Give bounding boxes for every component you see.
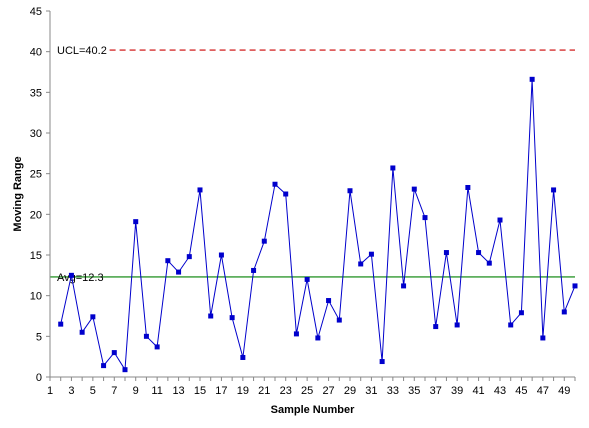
x-tick-label: 35 xyxy=(408,385,420,397)
data-point xyxy=(176,269,182,275)
x-tick-label: 3 xyxy=(68,385,74,397)
data-point xyxy=(518,310,524,316)
data-point xyxy=(476,250,482,256)
data-point xyxy=(529,76,535,82)
y-tick-label: 10 xyxy=(30,291,42,303)
data-point xyxy=(304,276,310,282)
data-point xyxy=(497,217,503,223)
y-tick-label: 35 xyxy=(30,87,42,99)
x-axis-title: Sample Number xyxy=(271,404,355,416)
x-tick-label: 1 xyxy=(47,385,53,397)
x-tick-label: 33 xyxy=(387,385,399,397)
data-point xyxy=(358,261,364,267)
data-point xyxy=(261,238,267,244)
x-tick-label: 31 xyxy=(365,385,377,397)
reference-lines: UCL=40.2 Avg=12.3 xyxy=(50,45,575,284)
axes xyxy=(49,11,575,378)
x-tick-label: 7 xyxy=(111,385,117,397)
data-point xyxy=(111,350,117,356)
y-tick-label: 30 xyxy=(30,128,42,140)
data-point xyxy=(411,186,417,192)
x-tick-label: 17 xyxy=(215,385,227,397)
data-point xyxy=(165,258,171,264)
data-point xyxy=(186,254,192,260)
data-point xyxy=(197,187,203,193)
x-tick-label: 39 xyxy=(451,385,463,397)
data-point xyxy=(90,314,96,320)
y-tick-label: 20 xyxy=(30,209,42,221)
data-point xyxy=(336,317,342,323)
data-point xyxy=(390,165,396,171)
x-tick-label: 15 xyxy=(194,385,206,397)
data-point xyxy=(572,283,578,289)
data-point xyxy=(540,335,546,341)
data-point xyxy=(347,188,353,194)
x-tick-label: 11 xyxy=(151,385,162,397)
data-point xyxy=(68,272,74,278)
y-axis-title: Moving Range xyxy=(12,156,24,231)
data-point xyxy=(379,359,385,365)
x-tick-label: 43 xyxy=(494,385,506,397)
data-point xyxy=(326,298,332,304)
data-point xyxy=(101,363,107,369)
y-ticks: 0 5 10 15 20 25 30 35 40 45 xyxy=(30,6,50,384)
y-tick-label: 5 xyxy=(36,331,42,343)
data-point xyxy=(465,184,471,190)
data-point xyxy=(133,219,139,225)
data-point xyxy=(218,252,224,258)
data-point xyxy=(443,250,449,256)
data-point xyxy=(154,344,160,350)
x-tick-label: 37 xyxy=(430,385,442,397)
y-tick-label: 25 xyxy=(30,169,42,181)
data-point xyxy=(58,321,64,327)
data-point xyxy=(240,354,246,360)
data-point xyxy=(454,322,460,328)
data-point xyxy=(293,331,299,337)
reference-line-label: UCL=40.2 xyxy=(57,45,107,57)
data-point xyxy=(368,251,374,257)
x-tick-label: 21 xyxy=(258,385,270,397)
series-line xyxy=(60,79,576,372)
x-tick-label: 5 xyxy=(90,385,96,397)
x-ticks: 1 3 5 7 9 11 13 15 17 19 21 23 25 27 29 31 33 35 37 39 41 43 4… xyxy=(47,377,576,397)
x-tick-label: 9 xyxy=(133,385,139,397)
x-tick-label: 19 xyxy=(237,385,249,397)
data-point xyxy=(79,329,85,335)
x-tick-label: 29 xyxy=(344,385,356,397)
data-point xyxy=(561,309,567,315)
y-tick-label: 45 xyxy=(30,6,42,18)
data-point xyxy=(283,191,289,197)
y-tick-label: 15 xyxy=(30,250,42,262)
y-tick-label: 0 xyxy=(36,372,42,384)
reference-line-label: Avg=12.3 xyxy=(57,272,104,284)
data-point xyxy=(208,313,214,319)
x-tick-label: 25 xyxy=(301,385,313,397)
data-point xyxy=(433,324,439,330)
data-point xyxy=(508,322,514,328)
x-tick-label: 23 xyxy=(280,385,292,397)
data-point xyxy=(272,181,278,187)
x-tick-label: 45 xyxy=(515,385,527,397)
data-point xyxy=(229,315,235,321)
data-point xyxy=(401,283,407,289)
x-tick-label: 47 xyxy=(537,385,549,397)
data-point xyxy=(422,215,428,221)
data-point xyxy=(486,260,492,266)
y-tick-label: 40 xyxy=(30,47,42,59)
x-tick-label: 13 xyxy=(172,385,184,397)
x-tick-label: 41 xyxy=(472,385,484,397)
data-point xyxy=(251,267,257,273)
data-point xyxy=(551,187,557,193)
data-point xyxy=(143,333,149,339)
x-tick-label: 49 xyxy=(558,385,570,397)
data-point xyxy=(315,335,321,341)
x-tick-label: 27 xyxy=(322,385,334,397)
data-point xyxy=(122,367,128,373)
series-layer xyxy=(58,76,578,373)
